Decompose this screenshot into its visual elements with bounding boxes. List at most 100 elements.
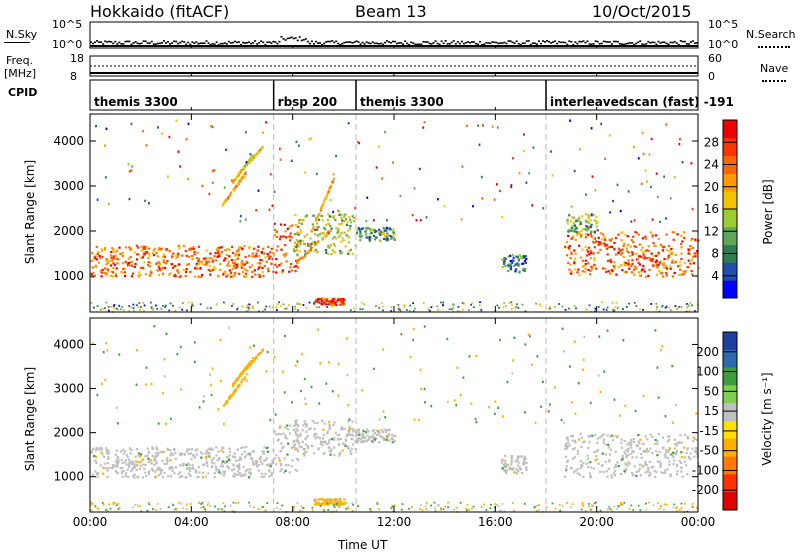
power-cell bbox=[632, 241, 635, 244]
velocity-cell bbox=[150, 461, 153, 464]
power-cell bbox=[278, 238, 282, 241]
power-cell bbox=[344, 245, 347, 248]
velocity-cell bbox=[563, 475, 567, 478]
power-cell bbox=[637, 258, 640, 261]
velocity-cell bbox=[128, 447, 132, 450]
nsky-point bbox=[489, 42, 492, 45]
power-sparse-cell bbox=[550, 150, 552, 153]
power-noise-cell bbox=[615, 301, 618, 304]
velocity-cell bbox=[574, 441, 577, 444]
power-cell bbox=[628, 267, 631, 270]
power-noise-cell bbox=[327, 303, 330, 306]
power-noise-cell bbox=[247, 309, 250, 312]
velocity-cell bbox=[210, 447, 213, 450]
velocity-cell bbox=[208, 452, 211, 455]
power-cell bbox=[219, 268, 222, 272]
power-sparse-cell bbox=[358, 141, 361, 145]
power-cell bbox=[642, 264, 645, 268]
power-cell bbox=[300, 222, 303, 225]
power-cell bbox=[566, 254, 569, 257]
velocity-cell bbox=[590, 466, 593, 469]
velocity-cell bbox=[639, 453, 643, 456]
power-cell bbox=[168, 250, 171, 253]
power-cell bbox=[335, 303, 338, 307]
power-cell bbox=[184, 249, 187, 253]
power-noise-cell bbox=[442, 304, 444, 306]
power-noise-cell bbox=[467, 309, 470, 311]
velocity-sparse-cell bbox=[217, 408, 220, 411]
power-cell bbox=[571, 224, 574, 228]
velocity-cell bbox=[181, 474, 184, 478]
nsky-point bbox=[219, 42, 222, 45]
power-cell bbox=[503, 262, 506, 265]
power-cell bbox=[593, 246, 596, 249]
velocity-cell bbox=[347, 420, 350, 423]
power-cell bbox=[284, 235, 287, 239]
velocity-cell bbox=[260, 460, 263, 464]
velocity-noise-cell bbox=[673, 503, 676, 506]
power-cell bbox=[606, 253, 609, 256]
velocity-noise-cell bbox=[117, 502, 119, 505]
power-cell bbox=[392, 232, 395, 235]
power-cell bbox=[148, 265, 151, 268]
power-cell bbox=[114, 250, 117, 254]
velocity-noise-cell bbox=[581, 503, 584, 505]
power-cell bbox=[607, 270, 610, 273]
x-tick-label: 00:00 bbox=[681, 515, 716, 529]
power-cell bbox=[587, 227, 590, 230]
velocity-cell bbox=[650, 466, 653, 469]
power-cell bbox=[197, 245, 201, 248]
velocity-cell bbox=[271, 461, 274, 464]
velocity-noise-cell bbox=[352, 503, 354, 506]
velocity-cell bbox=[231, 469, 234, 472]
power-cell bbox=[192, 247, 195, 250]
power-cell bbox=[684, 270, 687, 273]
power-cell bbox=[110, 270, 114, 273]
power-cell bbox=[584, 259, 587, 262]
power-cell bbox=[176, 255, 179, 258]
power-cell bbox=[691, 246, 695, 249]
power-streak-cell bbox=[320, 206, 323, 209]
velocity-noise-cell bbox=[223, 510, 226, 513]
power-cell bbox=[502, 258, 505, 261]
velocity-cell bbox=[333, 502, 336, 505]
power-cell bbox=[208, 260, 211, 263]
velocity-sparse-cell bbox=[563, 350, 565, 353]
power-cell bbox=[570, 251, 573, 254]
power-cell bbox=[592, 252, 595, 255]
power-cell bbox=[298, 250, 301, 253]
power-cell bbox=[577, 218, 581, 221]
velocity-noise-cell bbox=[606, 508, 609, 511]
power-cell bbox=[233, 254, 237, 257]
velocity-cell bbox=[369, 436, 372, 439]
power-cell bbox=[687, 249, 690, 252]
power-streak-cell bbox=[332, 179, 335, 182]
power-cell bbox=[615, 273, 618, 276]
velocity-sparse-cell bbox=[589, 401, 592, 405]
velocity-noise-cell bbox=[566, 501, 568, 504]
power-sparse-cell bbox=[415, 219, 418, 222]
nsky-point bbox=[227, 40, 230, 43]
power-cell bbox=[625, 270, 628, 274]
velocity-sparse-cell bbox=[583, 335, 586, 339]
power-cell bbox=[673, 271, 676, 275]
power-sparse-cell bbox=[659, 220, 662, 224]
velocity-cell bbox=[161, 475, 165, 478]
power-cell bbox=[339, 222, 342, 226]
power-noise-cell bbox=[151, 307, 154, 310]
velocity-cell bbox=[122, 452, 125, 455]
power-cell bbox=[293, 265, 296, 269]
velocity-cell bbox=[251, 450, 254, 454]
velocity-noise-cell bbox=[494, 503, 496, 505]
velocity-cell bbox=[105, 447, 108, 450]
nsky-point bbox=[274, 41, 277, 43]
power-sparse-cell bbox=[612, 199, 614, 203]
power-cell bbox=[103, 267, 106, 270]
power-cell bbox=[279, 235, 282, 238]
velocity-cell bbox=[222, 447, 225, 450]
velocity-cell bbox=[151, 447, 154, 451]
velocity-cell bbox=[108, 466, 111, 469]
power-cell bbox=[680, 252, 683, 255]
power-noise-cell bbox=[285, 307, 288, 310]
power-cell bbox=[683, 261, 687, 264]
